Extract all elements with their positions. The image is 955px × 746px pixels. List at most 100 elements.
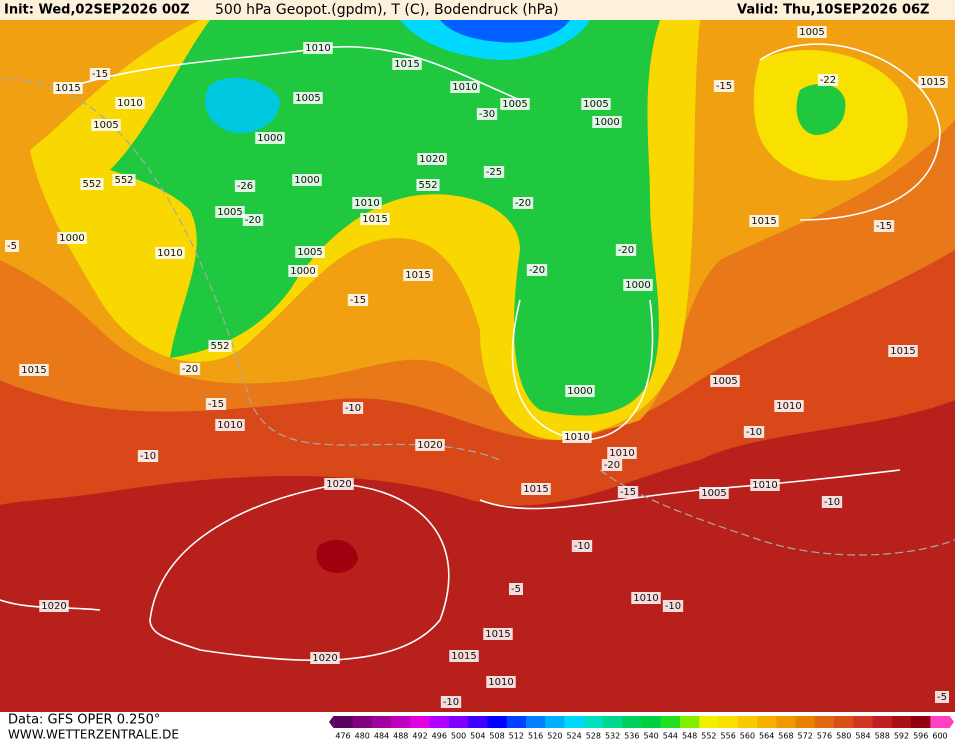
label-box	[617, 486, 639, 498]
scale-label: 504	[470, 732, 485, 741]
isoline-label: 1010	[564, 432, 589, 443]
label-box	[817, 74, 839, 86]
isoline-label: 1000	[59, 233, 84, 244]
isoline-label: 1000	[625, 280, 650, 291]
scale-label: 496	[432, 732, 447, 741]
isoline-label: 1015	[21, 365, 46, 376]
isoline-label: 1010	[609, 448, 634, 459]
label-box	[521, 483, 551, 495]
isoline-label: 1000	[567, 386, 592, 397]
isoline-label: -25	[486, 167, 502, 178]
scale-label: 592	[894, 732, 909, 741]
scale-label: 576	[817, 732, 832, 741]
isoline-label: 1010	[157, 248, 182, 259]
label-box	[155, 247, 185, 259]
label-box	[483, 628, 513, 640]
isoline-label: -15	[620, 487, 636, 498]
isoline-label: -5	[511, 584, 521, 595]
label-box	[918, 76, 948, 88]
label-box	[797, 26, 827, 38]
label-box	[179, 363, 201, 375]
label-box	[935, 691, 949, 703]
label-box	[450, 81, 480, 93]
scale-swatch	[872, 716, 893, 728]
isoline-label: 1010	[354, 198, 379, 209]
scale-swatch	[718, 716, 739, 728]
label-box	[303, 42, 333, 54]
scale-label: 480	[355, 732, 370, 741]
isoline-label: 1015	[451, 651, 476, 662]
isoline-label: -20	[245, 215, 261, 226]
scale-label: 548	[682, 732, 697, 741]
label-box	[888, 345, 918, 357]
scale-label: 516	[528, 732, 543, 741]
label-box	[565, 385, 595, 397]
scale-label: 596	[913, 732, 928, 741]
scale-swatch	[834, 716, 854, 728]
label-box	[215, 419, 245, 431]
label-box	[440, 696, 462, 708]
isoline-label: 1015	[485, 629, 510, 640]
label-box	[360, 213, 390, 225]
label-box	[91, 119, 121, 131]
scale-swatch	[410, 716, 431, 728]
isoline-label: 1015	[523, 484, 548, 495]
isoline-label: -10	[574, 541, 590, 552]
label-box	[57, 232, 87, 244]
isoline-label: 1020	[419, 154, 444, 165]
isoline-label: 1015	[751, 216, 776, 227]
isoline-label: -10	[345, 403, 361, 414]
scale-swatch	[891, 716, 912, 728]
scale-label: 500	[451, 732, 466, 741]
scale-label: 484	[374, 732, 389, 741]
isoline-label: 1020	[326, 479, 351, 490]
scale-label: 532	[605, 732, 620, 741]
label-box	[750, 479, 780, 491]
init-time: Init: Wed,02SEP2026 00Z	[4, 3, 190, 18]
isoline-label: 1020	[41, 601, 66, 612]
isoline-label: -15	[208, 399, 224, 410]
label-box	[53, 82, 83, 94]
isoline-label: 1010	[452, 82, 477, 93]
isoline-label: -30	[479, 109, 495, 120]
label-box	[774, 400, 804, 412]
scale-label: 556	[721, 732, 736, 741]
website: WWW.WETTERZENTRALE.DE	[8, 728, 179, 742]
label-box	[526, 264, 548, 276]
scale-swatch	[660, 716, 681, 728]
label-box	[5, 240, 19, 252]
data-source: Data: GFS OPER 0.250°	[8, 713, 160, 728]
scale-label: 588	[875, 732, 890, 741]
label-box	[581, 98, 611, 110]
scale-swatch	[506, 716, 527, 728]
isoline-label: 1015	[890, 346, 915, 357]
scale-swatch	[371, 716, 392, 728]
label-box	[476, 108, 498, 120]
scale-label: 552	[701, 732, 716, 741]
scale-swatch	[429, 716, 450, 728]
label-box	[713, 80, 735, 92]
isoline-label: -10	[443, 697, 459, 708]
isoline-label: 1005	[712, 376, 737, 387]
label-box	[324, 478, 354, 490]
scale-swatch	[448, 716, 469, 728]
isoline-label: 1010	[217, 420, 242, 431]
label-box	[592, 116, 622, 128]
scale-label: 584	[855, 732, 870, 741]
scale-swatch	[930, 716, 951, 728]
label-box	[115, 97, 145, 109]
isoline-label: 1020	[312, 653, 337, 664]
label-box	[19, 364, 49, 376]
map-labels: 1010 1015 1010 1005 1005 1000 1005 1015 -15 1015 1…	[5, 26, 949, 708]
isoline-label: -5	[7, 241, 17, 252]
label-box	[80, 178, 104, 190]
scale-label: 508	[489, 732, 504, 741]
scale-swatch	[699, 716, 720, 728]
label-box	[623, 279, 653, 291]
label-box	[288, 265, 318, 277]
label-box	[710, 375, 740, 387]
header-bar	[0, 0, 955, 20]
isoline-label: 1010	[633, 593, 658, 604]
label-box	[562, 431, 592, 443]
label-box	[662, 600, 684, 612]
